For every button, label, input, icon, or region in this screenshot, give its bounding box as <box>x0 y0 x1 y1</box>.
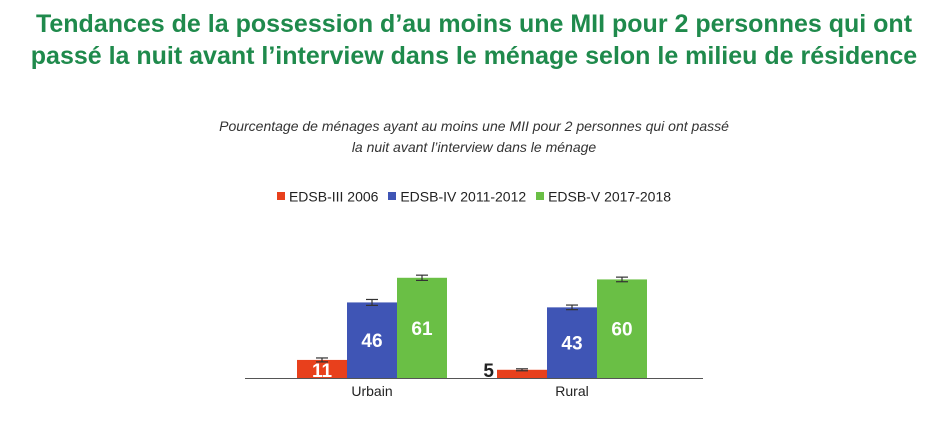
subtitle-line-2: la nuit avant l’interview dans le ménage <box>351 139 597 155</box>
chart-legend: EDSB-III 2006 EDSB-IV 2011-2012 EDSB-V 2… <box>0 187 948 204</box>
bar-rural-series-1 <box>497 369 547 378</box>
data-label-rural-series-3: 60 <box>611 320 632 341</box>
data-label-urbain-series-2: 46 <box>361 331 382 352</box>
category-label-rural: Rural <box>555 383 588 399</box>
legend-label-edsb-iv: EDSB-IV 2011-2012 <box>400 188 527 205</box>
chart-title: Tendances de la possession d’au moins un… <box>30 10 918 70</box>
legend-swatch-edsb-iii <box>276 192 285 201</box>
chart-subtitle: Pourcentage de ménages ayant au moins un… <box>0 116 948 158</box>
category-label-urbain: Urbain <box>351 383 392 399</box>
bar-rural-series-2 <box>547 307 597 378</box>
bar-rural-series-3 <box>597 279 647 378</box>
legend-swatch-edsb-iv <box>388 192 397 201</box>
legend-item-edsb-iii: EDSB-III 2006 <box>276 187 379 205</box>
legend-item-edsb-v: EDSB-V 2017-2018 <box>536 187 671 204</box>
legend-label-edsb-iii: EDSB-III 2006 <box>288 188 379 205</box>
subtitle-line-1: Pourcentage de ménages ayant au moins un… <box>219 118 729 134</box>
bar-urbain-series-1 <box>297 359 347 378</box>
data-label-urbain-series-1: 11 <box>312 361 333 382</box>
legend-item-edsb-iv: EDSB-IV 2011-2012 <box>388 187 526 204</box>
data-label-rural-series-1: 5 <box>483 361 494 382</box>
bar-urbain-series-2 <box>347 302 397 378</box>
bar-urbain-series-3 <box>397 277 447 378</box>
legend-label-edsb-v: EDSB-V 2017-2018 <box>548 188 672 205</box>
legend-swatch-edsb-v <box>536 192 545 201</box>
data-label-urbain-series-3: 61 <box>411 319 433 340</box>
data-label-rural-series-2: 43 <box>561 334 582 355</box>
